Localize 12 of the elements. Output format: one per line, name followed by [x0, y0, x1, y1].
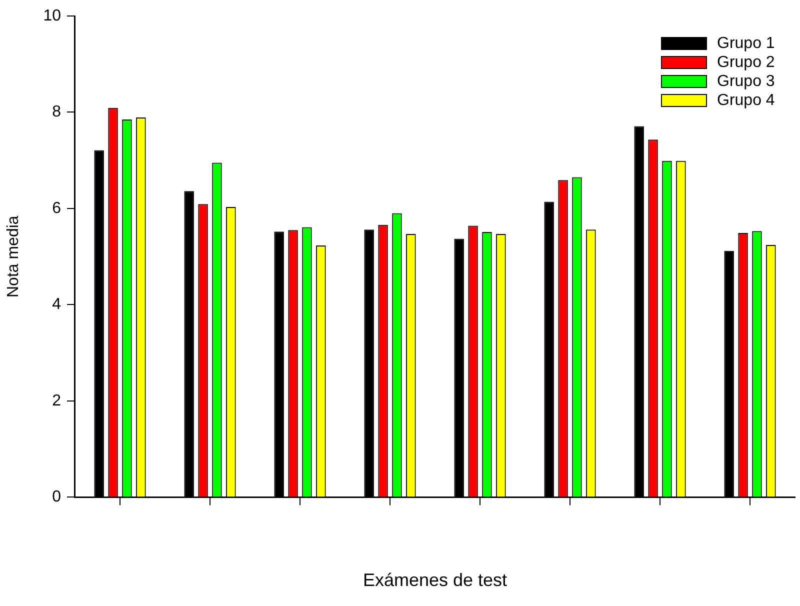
- legend-label: Grupo 1: [717, 34, 775, 52]
- legend-label: Grupo 2: [717, 54, 775, 72]
- y-tick-label: 4: [52, 296, 62, 314]
- y-tick-label: 2: [52, 392, 62, 410]
- x-axis-title: Exámenes de test: [362, 570, 508, 590]
- legend-label: Grupo 3: [717, 72, 775, 90]
- y-tick-label: 0: [52, 488, 62, 506]
- y-tick-label: 8: [52, 104, 62, 121]
- y-tick-label: 10: [43, 7, 62, 24]
- y-tick-label: 6: [52, 200, 62, 217]
- y-axis-title: Nota media: [5, 216, 22, 298]
- legend-label: Grupo 4: [717, 92, 775, 110]
